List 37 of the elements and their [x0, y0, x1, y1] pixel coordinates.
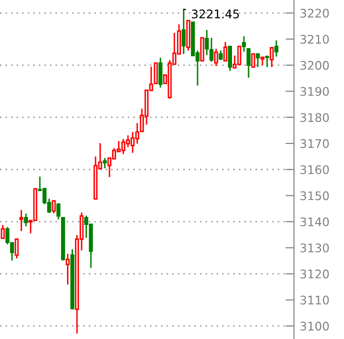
- candlestick: [0, 224, 5, 240]
- candlestick: [182, 8, 186, 55]
- y-tick-label: 3190: [300, 86, 329, 96]
- candlestick: [14, 238, 19, 260]
- y-tick-label: 3130: [300, 243, 329, 252]
- candlestick: [223, 41, 228, 62]
- y-tick-label: 3140: [300, 217, 329, 226]
- candlestick: [228, 46, 232, 72]
- annotation: 3221.45: [192, 9, 239, 18]
- candlestick: [200, 37, 204, 62]
- y-tick-label: 3110: [300, 296, 329, 305]
- y-tick-label: 3160: [300, 165, 329, 174]
- candlestick: [214, 48, 218, 67]
- candlestick: [209, 37, 214, 62]
- candlestick: [218, 50, 223, 61]
- y-tick-label: 3180: [300, 113, 329, 122]
- candlestick: [274, 40, 278, 58]
- y-tick-label: 3220: [300, 8, 329, 18]
- candlestick: [158, 56, 162, 88]
- y-tick-label: 3170: [300, 139, 329, 148]
- y-tick-label: 3210: [300, 34, 329, 44]
- candlestick: [24, 212, 28, 228]
- candlestick: [246, 48, 251, 78]
- y-tick-label: 3200: [300, 60, 329, 70]
- y-tick-label: 3150: [300, 191, 329, 200]
- candlestick: [52, 200, 56, 214]
- candlestick: [251, 53, 256, 68]
- y-tick-label: 3100: [300, 322, 329, 331]
- candlestick: [242, 36, 246, 52]
- candlestick: [270, 47, 274, 68]
- candlestick: [102, 157, 107, 169]
- candlestick: [66, 253, 70, 286]
- candlestick: [19, 209, 24, 232]
- candlestick: [265, 54, 270, 68]
- candlestick: [56, 202, 60, 220]
- y-tick-label: 3120: [300, 270, 329, 278]
- candlestick: [256, 53, 260, 68]
